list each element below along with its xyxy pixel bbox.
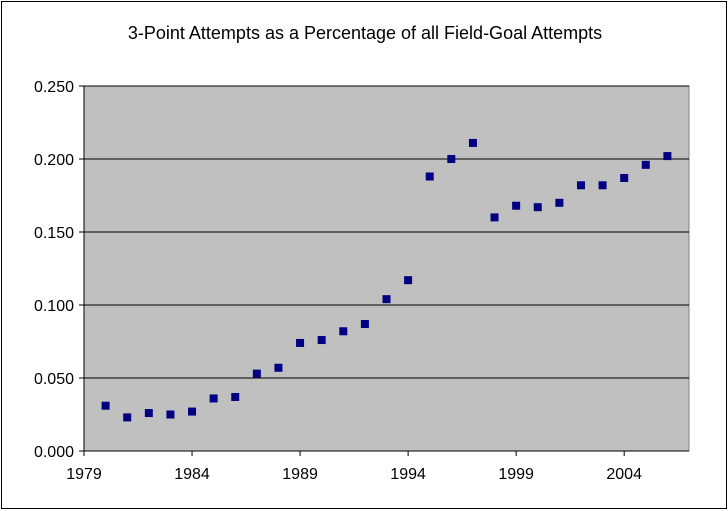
x-tick-label: 1989 [282, 466, 318, 483]
data-point [296, 338, 305, 347]
data-point [641, 160, 650, 169]
data-point [576, 181, 585, 190]
data-point [317, 336, 326, 345]
x-tick-label: 1984 [174, 466, 210, 483]
chart-title: 3-Point Attempts as a Percentage of all … [128, 23, 602, 43]
data-point [252, 369, 261, 378]
plot-area [83, 85, 690, 452]
data-point [663, 152, 672, 161]
tick-labels: 0.000 0.050 0.100 0.150 0.200 0.250 1979 1984 19… [34, 79, 642, 483]
data-point [274, 363, 283, 372]
y-tick-label: 0.100 [34, 298, 74, 315]
y-tick-label: 0.000 [34, 444, 74, 461]
data-points [101, 138, 672, 422]
data-point [382, 295, 391, 304]
axes [79, 85, 689, 456]
data-point [425, 172, 434, 181]
y-tick-label: 0.200 [34, 152, 74, 169]
gridlines [84, 85, 689, 379]
data-point [339, 327, 348, 336]
x-tick-label: 2004 [606, 466, 642, 483]
data-point [188, 407, 197, 416]
data-point [447, 155, 456, 163]
data-point [533, 203, 542, 212]
data-point [598, 181, 607, 190]
x-tick-label: 1994 [390, 466, 426, 483]
data-point [123, 413, 132, 422]
data-point [490, 213, 499, 222]
data-point [144, 409, 153, 418]
data-point [231, 392, 240, 401]
y-tick-label: 0.050 [34, 371, 74, 388]
data-point [512, 201, 521, 210]
y-tick-label: 0.150 [34, 225, 74, 242]
x-tick-label: 1979 [66, 466, 102, 483]
data-point [468, 138, 477, 147]
data-point [101, 401, 110, 410]
data-point [166, 410, 175, 419]
data-point [209, 394, 218, 403]
data-point [555, 198, 564, 207]
x-tick-label: 1999 [498, 466, 534, 483]
data-point [360, 319, 369, 328]
data-point [404, 276, 413, 285]
y-tick-label: 0.250 [34, 79, 74, 96]
data-point [620, 173, 629, 182]
